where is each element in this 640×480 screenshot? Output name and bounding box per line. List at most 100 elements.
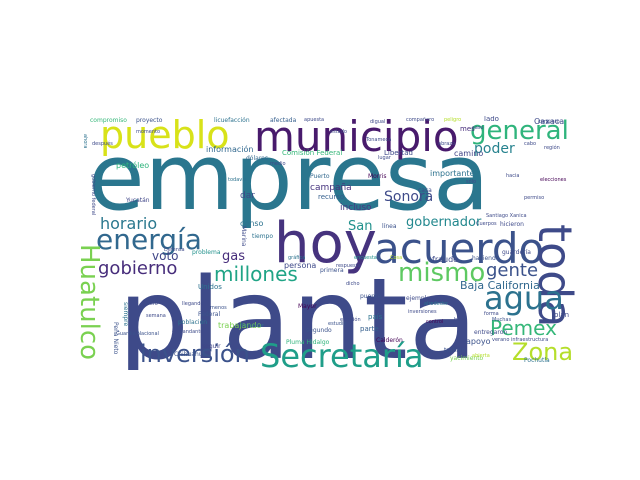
word-momento: momento xyxy=(136,129,161,135)
word-grafica: gráfica xyxy=(288,255,306,261)
word-cosa: Cosa xyxy=(390,255,403,261)
word-planta: planta xyxy=(118,255,479,370)
word-general: general xyxy=(470,116,569,146)
word-muchas: Muchas xyxy=(492,317,512,323)
word-cabo: cabo xyxy=(524,141,537,147)
word-secretaria: Secretaría xyxy=(260,337,424,370)
word-guarderia: guardería xyxy=(502,249,531,256)
word-camino: camino xyxy=(454,149,484,158)
word-zona: Zona xyxy=(512,338,574,366)
word-agua: agua xyxy=(484,279,564,317)
word-oaxaca: Oaxaca xyxy=(534,117,565,126)
word-puente: puente xyxy=(360,293,382,300)
word-fraude: fraude xyxy=(432,255,459,264)
word-abierta: abierta xyxy=(472,353,490,359)
word-encuesta: encuesta xyxy=(354,255,377,261)
word-forma: forma xyxy=(484,311,499,317)
word-inversiones: inversiones xyxy=(408,309,437,315)
word-tonameca: Tonameca xyxy=(366,137,392,143)
word-haciendo: haciendo xyxy=(472,255,500,262)
word-yacimiento: yacimiento xyxy=(450,355,484,362)
word-solo: sólo xyxy=(466,179,477,185)
word-importante: importante xyxy=(430,169,475,178)
word-bienestar: Bienestar xyxy=(240,323,264,329)
word-medio: medio xyxy=(270,161,286,167)
word-proyecto: proyecto xyxy=(136,117,163,124)
word-region: región xyxy=(544,145,560,151)
word-elecciones: elecciones xyxy=(540,177,567,183)
word-millones: millones xyxy=(214,262,298,286)
word-municipio: municipio xyxy=(254,116,459,161)
word-llegando: llegando xyxy=(182,301,204,307)
word-comision-federal: Comisión Federal xyxy=(282,149,343,157)
word-federal: Federal xyxy=(198,311,221,318)
word-dar: dar xyxy=(240,191,255,201)
word-san: San xyxy=(348,219,373,234)
word-siempre: siempre xyxy=(122,302,129,327)
word-casa: casa xyxy=(418,187,432,194)
word-afectada: afectada xyxy=(270,117,297,124)
word-calderon: Calderón xyxy=(376,337,403,344)
word-voto: voto xyxy=(152,249,179,263)
word-apuesta: apuesta xyxy=(304,117,325,123)
word-bien: bien xyxy=(454,317,465,323)
word-gobierno: gobierno xyxy=(98,258,178,279)
word-control: control xyxy=(426,319,444,325)
word-gobernador: gobernador xyxy=(406,215,482,230)
word-seguir: seguir xyxy=(202,343,221,350)
word-campana: campaña xyxy=(310,183,352,193)
word-permiso: permiso xyxy=(524,195,545,201)
word-pena-nieto: Peña Nieto xyxy=(112,322,119,355)
word-menos: menos xyxy=(210,305,227,311)
word-morris: Morris xyxy=(368,173,387,180)
word-trabajo: trabajo xyxy=(444,347,466,354)
word-parte: parte xyxy=(360,325,379,333)
word-poder: poder xyxy=(474,141,515,157)
word-gente: gente xyxy=(486,260,539,281)
word-censo: censo xyxy=(240,219,264,228)
word-compromiso: compromiso xyxy=(90,117,127,124)
word-dicho: dicho xyxy=(346,281,360,287)
word-mayor: Mayor xyxy=(298,303,317,310)
word-primera: primera xyxy=(320,267,344,274)
word-estado: estado xyxy=(330,129,347,135)
word-poblacion: población xyxy=(178,319,208,326)
word-lado: lado xyxy=(484,116,499,123)
word-pemex: Pemex xyxy=(490,316,557,340)
word-libertad: Libertad xyxy=(384,149,413,157)
word-informacion: información xyxy=(206,145,254,154)
word-semana: semana xyxy=(146,313,166,319)
word-horario: horario xyxy=(100,214,158,233)
word-todavia: todavía xyxy=(228,177,247,183)
word-conjunto: conjunto xyxy=(538,119,560,125)
word-companero: compañero xyxy=(406,117,435,123)
word-ejemplo: ejemplo xyxy=(406,295,431,302)
word-comandante: comandante xyxy=(172,329,204,335)
word-persona: persona xyxy=(284,261,317,270)
word-hacia: hacia xyxy=(506,173,520,179)
word-peligro: peligro xyxy=(444,117,462,123)
word-yucatan: Yucatán xyxy=(126,197,150,204)
word-defensa: Defensa xyxy=(164,247,185,253)
word-eleccion: elección xyxy=(340,317,361,323)
word-entregaron: entregaron xyxy=(474,329,508,336)
word-dolares: dólares xyxy=(246,155,268,162)
word-apoyo: apoyo xyxy=(466,337,491,346)
word-licuefaccion: licuefacción xyxy=(214,117,250,124)
word-gas: gas xyxy=(222,249,245,264)
word-abrazo: abrazo xyxy=(438,141,456,147)
word-pochutla: Pochutla xyxy=(524,357,550,364)
word-gobierno-federal: gobierno federal xyxy=(90,174,96,216)
word-problema: problema xyxy=(192,249,221,256)
word-linea: línea xyxy=(382,223,397,230)
word-chihuahua: Chihuahua xyxy=(174,351,207,358)
word-pueblo: pueblo xyxy=(100,116,230,157)
word-respuesta: respuesta xyxy=(336,263,361,269)
word-quiero: quiero xyxy=(142,301,158,307)
word-cloud: planta empresa hoy acuerdo toda municipi… xyxy=(78,116,582,370)
word-alrededor: alrededor xyxy=(424,301,449,307)
word-petroleo: petróleo xyxy=(116,161,150,170)
word-despues: después xyxy=(92,141,113,147)
word-estudio: estudio xyxy=(328,321,347,327)
word-recurso: recurso xyxy=(318,193,345,201)
